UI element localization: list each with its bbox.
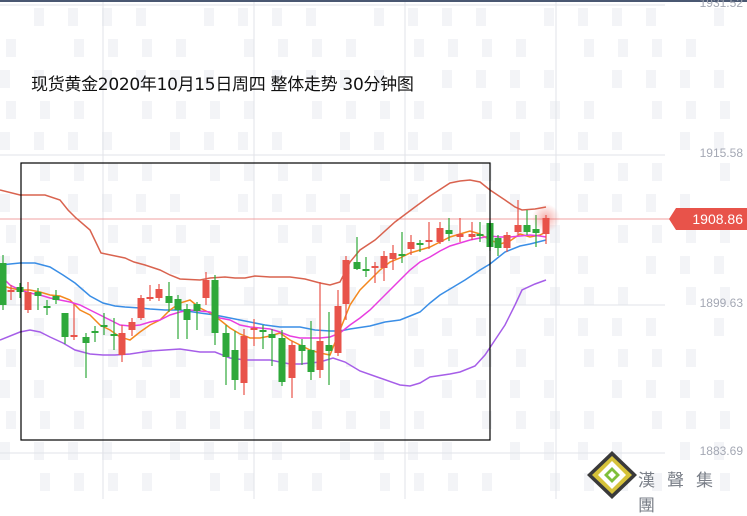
series-line [0, 239, 547, 332]
logo-text: 漢聲集團 [638, 471, 725, 516]
y-axis-label: 1915.58 [699, 146, 743, 160]
candlestick-chart [0, 2, 730, 499]
top-bar [0, 0, 747, 2]
diamond-logo-icon [587, 451, 637, 499]
company-logo [582, 448, 747, 499]
highlight-box [20, 162, 491, 441]
y-axis-label: 1899.63 [699, 296, 743, 310]
overlay [20, 162, 560, 441]
current-price-tag: 1908.86 [669, 208, 747, 230]
background-watermark [0, 8, 730, 491]
y-axis-label: 1931.52 [699, 0, 743, 10]
y-axis-label: 1883.69 [699, 444, 743, 458]
series-line [0, 234, 547, 339]
chart-title: 现货黄金2020年10月15日周四 整体走势 30分钟图 [31, 75, 414, 95]
series-line [0, 179, 547, 286]
